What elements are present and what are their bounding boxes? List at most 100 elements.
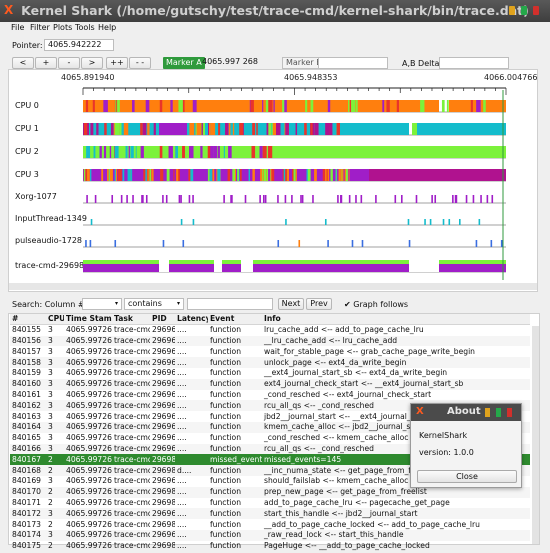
table-cell: 4065.997267 <box>66 368 112 378</box>
table-row[interactable]: 840163 3 4065.997267 trace-cmd 29696.... func… <box>10 411 530 422</box>
maximize-button[interactable] <box>521 6 527 15</box>
column-header[interactable]: Time Stamp <box>64 314 112 326</box>
cpu-event-mark <box>271 169 275 181</box>
about-maximize-button[interactable] <box>496 408 501 417</box>
table-cell: 29696 <box>150 357 175 368</box>
search-input[interactable] <box>187 298 273 310</box>
cpu-event-mark <box>349 100 352 112</box>
cpu-event-mark <box>213 146 218 158</box>
table-row[interactable]: 840174 3 4065.997268 trace-cmd 29696.... func… <box>10 529 530 541</box>
graph-follows-checkbox[interactable]: ✔ Graph follows <box>344 300 408 309</box>
cpu-event-mark <box>188 169 191 181</box>
table-row[interactable]: 840165 3 4065.997268 trace-cmd 29696.... func… <box>10 433 530 444</box>
search-column-select[interactable]: ▾ <box>82 298 122 310</box>
table-row[interactable]: 840164 3 4065.997268 trace-cmd 29696.... func… <box>10 421 530 433</box>
table-cell: function <box>208 508 262 520</box>
menu-plots[interactable]: Plots <box>53 23 73 32</box>
table-row[interactable]: 840156 3 4065.997266 trace-cmd 29696.... func… <box>10 335 530 347</box>
table-row[interactable]: 840155 3 4065.997266 trace-cmd 29696.... func… <box>10 325 530 336</box>
column-header[interactable]: CPU <box>46 314 64 326</box>
table-cell: function <box>208 443 262 455</box>
task-event-mark <box>478 219 481 225</box>
about-close-x-button[interactable] <box>507 408 512 417</box>
table-row[interactable]: 840159 3 4065.997267 trace-cmd 29696.... func… <box>10 368 530 379</box>
column-header[interactable]: Latency <box>175 314 208 326</box>
table-row[interactable]: 840170 2 4065.997268 trace-cmd 29698.... func… <box>10 486 530 498</box>
task-event-mark <box>231 195 233 203</box>
cpu-event-mark <box>207 146 211 158</box>
column-header[interactable]: # <box>10 314 46 326</box>
cpu-event-mark <box>114 169 117 181</box>
search-condition-select[interactable]: contains ▾ <box>124 298 184 310</box>
cpu-event-mark <box>145 169 147 181</box>
trace-graph-panel[interactable]: 4065.891940 4065.948353 4066.004766 CPU 0 CP… <box>8 69 538 292</box>
table-row[interactable]: 840168 2 4065.997268 trace-cmd 29698 d.... fun… <box>10 465 530 476</box>
zoom-out-button[interactable]: - <box>58 57 80 69</box>
next-button[interactable]: Next <box>278 298 304 310</box>
column-header[interactable]: Info <box>262 314 530 326</box>
task-event-mark <box>394 195 397 203</box>
close-window-button[interactable] <box>533 6 539 15</box>
zoom-max-button[interactable]: ++ <box>106 57 128 69</box>
table-cell: 840162 <box>10 400 46 412</box>
cpu-event-mark <box>208 123 211 135</box>
column-header[interactable]: PID <box>150 314 175 326</box>
table-row[interactable]: 840175 2 4065.997268 trace-cmd 29698.... func… <box>10 541 530 552</box>
table-cell: 840159 <box>12 368 41 378</box>
table-row[interactable]: 840171 2 4065.997268 trace-cmd 29698.... func… <box>10 498 530 509</box>
table-cell: .... <box>177 497 187 507</box>
table-cell: rcu_all_qs <-- _cond_resched <box>262 443 530 455</box>
table-cell: 3 <box>46 335 64 347</box>
minimize-button[interactable] <box>509 6 515 15</box>
menu-tools[interactable]: Tools <box>75 23 95 32</box>
cpu-event-mark <box>140 146 144 158</box>
cpu-event-mark <box>218 123 221 135</box>
about-close-button[interactable]: Close <box>417 470 517 483</box>
table-cell: 840166 <box>10 443 46 455</box>
table-row[interactable]: 840162 3 4065.997267 trace-cmd 29696.... func… <box>10 400 530 412</box>
task-event-mark <box>142 195 144 203</box>
menu-file[interactable]: File <box>11 23 25 32</box>
about-minimize-button[interactable] <box>485 408 490 417</box>
table-row[interactable]: 840172 3 4065.997268 trace-cmd 29696.... func… <box>10 508 530 520</box>
table-row[interactable]: 840160 3 4065.997267 trace-cmd 29696.... func… <box>10 378 530 390</box>
cpu-event-mark <box>209 146 214 158</box>
table-row[interactable]: 840161 3 4065.997267 trace-cmd 29696.... func… <box>10 390 530 401</box>
column-header[interactable]: Task <box>112 314 150 326</box>
table-cell: __ext4_journal_start_sb <-- ext4_da_writ… <box>264 368 448 378</box>
scroll-left-button[interactable]: < <box>12 57 34 69</box>
task-event-mark <box>375 195 377 203</box>
trace-graph[interactable]: 4065.891940 4065.948353 4066.004766 CPU 0 CP… <box>9 70 537 291</box>
cpu-event-mark <box>147 169 149 181</box>
menu-help[interactable]: Help <box>98 23 117 32</box>
cpu-event-mark <box>292 169 294 181</box>
table-row[interactable]: 840169 3 4065.997268 trace-cmd 29696.... func… <box>10 476 530 487</box>
cpu-event-mark <box>382 100 385 112</box>
table-cell: trace-cmd <box>114 476 150 486</box>
cpu-event-mark <box>315 123 319 135</box>
table-cell: 3 <box>46 508 64 520</box>
cpu-event-mark <box>273 123 277 135</box>
prev-button[interactable]: Prev <box>306 298 332 310</box>
menu-filter[interactable]: Filter <box>30 23 50 32</box>
table-row[interactable]: 840157 3 4065.997267 trace-cmd 29696.... func… <box>10 346 530 357</box>
scroll-right-button[interactable]: > <box>81 57 103 69</box>
table-cell: 4065.997266 <box>66 325 112 335</box>
table-row[interactable]: 840158 3 4065.997267 trace-cmd 29696.... func… <box>10 357 530 368</box>
table-scrollbar[interactable] <box>532 326 539 544</box>
task-event-mark <box>459 219 461 225</box>
zoom-in-button[interactable]: + <box>35 57 57 69</box>
table-row[interactable]: 840167 2 4065.997268 trace-cmd 29698 missed_e… <box>10 454 530 466</box>
table-row[interactable]: 840166 3 4065.997268 trace-cmd 29696.... func… <box>10 443 530 455</box>
cpu-event-mark <box>96 123 99 135</box>
cpu-event-mark <box>115 123 120 135</box>
zoom-min-button[interactable]: - - <box>129 57 151 69</box>
table-cell: jbd2__journal_start <-- __ext4_journal_s… <box>264 411 441 421</box>
cpu-event-mark <box>122 169 125 181</box>
cpu-event-mark <box>227 169 231 181</box>
cpu-event-mark <box>116 100 118 112</box>
column-header[interactable]: Event <box>208 314 262 326</box>
marker-a-button[interactable]: Marker A <box>163 57 205 69</box>
table-row[interactable]: 840173 2 4065.997268 trace-cmd 29698.... func… <box>10 519 530 530</box>
cpu-event-mark <box>396 100 399 112</box>
